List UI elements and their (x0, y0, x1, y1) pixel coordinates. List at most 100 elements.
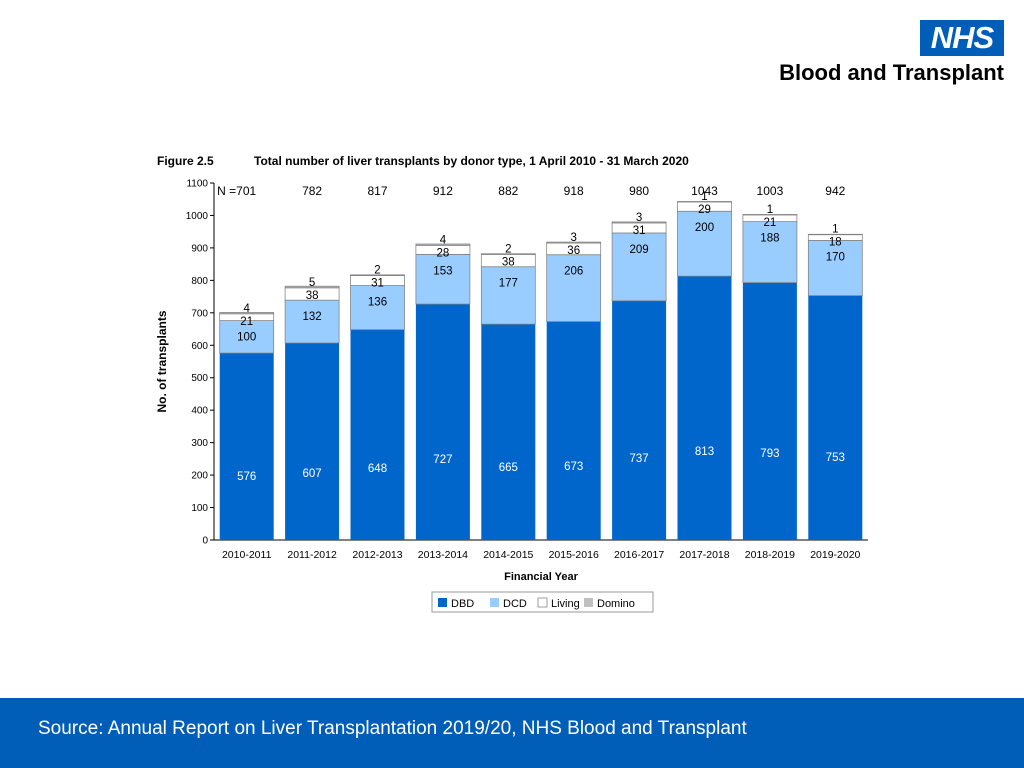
data-label-dbd: 665 (499, 462, 518, 474)
data-label-dbd: 607 (303, 468, 322, 480)
legend-label-dbd: DBD (451, 598, 474, 610)
total-label: 912 (433, 184, 453, 198)
y-tick-label: 700 (191, 308, 208, 319)
data-label-domino: 3 (636, 212, 642, 224)
total-label: 817 (367, 184, 387, 198)
x-tick-label: 2013-2014 (418, 549, 468, 561)
data-label-dcd: 136 (368, 297, 387, 309)
stacked-bar-chart: 010020030040050060070080090010001100No. … (155, 179, 868, 613)
data-label-domino: 2 (374, 264, 380, 276)
data-label-dcd: 170 (826, 251, 845, 263)
x-tick-label: 2010-2011 (222, 549, 272, 561)
legend-label-domino: Domino (597, 598, 635, 610)
total-label: 1003 (757, 184, 784, 198)
y-tick-label: 500 (191, 373, 208, 384)
bar-segment-domino (350, 274, 405, 276)
x-tick-label: 2017-2018 (679, 549, 729, 561)
bar-segment-dbd (481, 324, 536, 540)
total-label: 882 (498, 184, 518, 198)
y-tick-label: 300 (191, 438, 208, 449)
bar-segment-dcd (677, 210, 732, 277)
x-tick-label: 2019-2020 (810, 549, 860, 561)
data-label-dcd: 100 (237, 332, 256, 344)
bar-segment-domino (611, 221, 667, 224)
bar-segment-dbd (546, 321, 601, 540)
total-label: 782 (302, 184, 322, 198)
data-label-dbd: 793 (760, 448, 779, 460)
y-tick-label: 900 (191, 243, 208, 254)
bar-segment-dbd (612, 300, 667, 540)
data-label-living: 29 (698, 204, 711, 216)
data-label-dcd: 132 (303, 311, 322, 323)
y-tick-label: 1100 (186, 179, 208, 190)
footer-bar: Source: Annual Report on Liver Transplan… (0, 698, 1024, 768)
bar-segment-domino (219, 312, 275, 315)
data-label-domino: 4 (440, 234, 447, 246)
data-label-dbd: 753 (826, 452, 845, 464)
data-label-dcd: 209 (630, 244, 649, 256)
bar-segment-dbd (415, 304, 470, 540)
bar-segment-domino (546, 241, 602, 244)
org-name: Blood and Transplant (779, 60, 1004, 85)
data-label-domino: 2 (505, 243, 511, 255)
y-tick-label: 600 (191, 341, 208, 352)
data-label-living: 38 (306, 290, 319, 302)
data-label-domino: 5 (309, 277, 315, 289)
bar-segment-dcd (807, 240, 863, 296)
data-label-dbd: 576 (237, 471, 256, 483)
total-label: N =701 (217, 184, 256, 198)
bar-segment-dbd (808, 295, 863, 540)
data-label-living: 28 (437, 247, 450, 259)
data-label-living: 18 (829, 237, 842, 249)
bar-segment-dbd (219, 353, 274, 540)
bar-segment-dbd (677, 276, 732, 540)
total-label: 942 (825, 184, 845, 198)
x-tick-label: 2011-2012 (287, 549, 337, 561)
data-label-dbd: 648 (368, 463, 387, 475)
bar-segment-dbd (742, 282, 797, 540)
legend-label-living: Living (551, 598, 580, 610)
data-label-living: 31 (633, 225, 646, 237)
bar-segment-dcd (415, 254, 471, 305)
data-label-dbd: 737 (630, 453, 649, 465)
x-axis-title: Financial Year (504, 571, 579, 583)
y-tick-label: 1000 (186, 211, 209, 222)
data-label-dcd: 177 (499, 278, 518, 290)
bar-segment-domino (742, 214, 798, 216)
bar-segment-domino (480, 253, 536, 255)
y-tick-label: 0 (202, 536, 208, 547)
bar-segment-dbd (350, 329, 405, 540)
data-label-domino: 4 (243, 303, 250, 315)
data-label-dcd: 153 (433, 265, 452, 277)
bar-segment-dcd (742, 221, 798, 284)
bar-segment-dbd (285, 343, 340, 540)
data-label-dbd: 727 (433, 454, 452, 466)
legend-swatch-dbd (438, 598, 447, 607)
nhs-logo: NHS (920, 20, 1004, 56)
bar-segment-domino (677, 201, 732, 203)
figure-title: Total number of liver transplants by don… (254, 154, 689, 168)
bar-segment-dcd (480, 266, 536, 325)
bar-segment-domino (415, 243, 471, 246)
data-label-domino: 3 (570, 232, 576, 244)
y-tick-label: 100 (191, 503, 208, 514)
data-label-domino: 1 (701, 191, 707, 203)
data-label-living: 38 (502, 256, 515, 268)
data-label-dcd: 188 (760, 233, 779, 245)
data-label-dcd: 206 (564, 266, 583, 278)
data-label-living: 21 (764, 217, 777, 229)
data-label-domino: 1 (767, 204, 773, 216)
y-axis-title: No. of transplants (155, 310, 169, 412)
y-tick-label: 800 (191, 276, 208, 287)
legend-swatch-dcd (490, 598, 499, 607)
y-tick-label: 400 (191, 406, 208, 417)
total-label: 1043 (691, 184, 718, 198)
total-label: 980 (629, 184, 649, 198)
x-tick-label: 2015-2016 (549, 549, 599, 561)
bar-segment-dcd (546, 254, 602, 322)
x-tick-label: 2016-2017 (614, 549, 664, 561)
y-tick-label: 200 (191, 471, 208, 482)
x-tick-label: 2012-2013 (352, 549, 402, 561)
bar-segment-domino (807, 233, 863, 236)
bar-segment-dcd (219, 320, 275, 354)
